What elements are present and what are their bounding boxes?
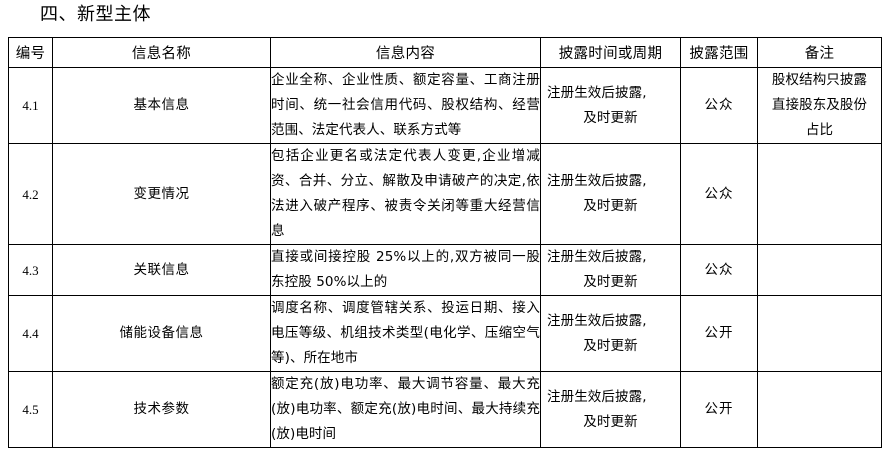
cell-id: 4.5	[8, 371, 53, 448]
column-header-time: 披露时间或周期	[540, 37, 681, 68]
table-row: 4.2 变更情况 包括企业更名或法定代表人变更,企业增减资、合并、分立、解散及申…	[8, 143, 882, 245]
cell-remark	[757, 244, 882, 296]
table-header-row: 编号 信息名称 信息内容 披露时间或周期 披露范围 备注	[8, 37, 882, 68]
cell-name: 技术参数	[52, 371, 271, 448]
cell-remark-line: 占比	[805, 122, 834, 138]
table-row: 4.5 技术参数 额定充(放)电功率、最大调节容量、最大充(放)电功率、额定充(…	[8, 371, 882, 448]
disclosure-table-container: 编号 信息名称 信息内容 披露时间或周期 披露范围 备注 4.1 基本信息 企业…	[8, 37, 882, 448]
table-header: 编号 信息名称 信息内容 披露时间或周期 披露范围 备注	[8, 37, 882, 68]
table-body: 4.1 基本信息 企业全称、企业性质、额定容量、工商注册时间、统一社会信用代码、…	[8, 67, 882, 448]
cell-time: 注册生效后披露, 及时更新	[540, 371, 681, 448]
cell-time-line2: 及时更新	[583, 274, 638, 290]
cell-time-line2: 及时更新	[583, 337, 638, 354]
disclosure-table: 编号 信息名称 信息内容 披露时间或周期 披露范围 备注 4.1 基本信息 企业…	[8, 37, 882, 448]
page-title: 四、新型主体	[40, 4, 151, 25]
cell-remark: 股权结构只披露 直接股东及股份 占比	[757, 67, 882, 144]
cell-time-line1: 注册生效后披露,	[547, 173, 647, 189]
table-row: 4.4 储能设备信息 调度名称、调度管辖关系、投运日期、接入电压等级、机组技术类…	[8, 295, 882, 372]
cell-time-line2: 及时更新	[583, 413, 638, 430]
cell-remark-line: 股权结构只披露	[771, 72, 868, 88]
cell-time: 注册生效后披露, 及时更新	[540, 244, 681, 296]
cell-time-line1: 注册生效后披露,	[547, 249, 647, 265]
cell-id: 4.3	[8, 244, 53, 296]
cell-time-line1: 注册生效后披露,	[547, 312, 647, 329]
cell-remark	[757, 143, 882, 245]
cell-name: 变更情况	[52, 143, 271, 245]
cell-id: 4.2	[8, 143, 53, 245]
table-row: 4.3 关联信息 直接或间接控股 25%以上的,双方被同一股东控股 50%以上的…	[8, 244, 882, 296]
cell-content: 企业全称、企业性质、额定容量、工商注册时间、统一社会信用代码、股权结构、经营范围…	[270, 67, 541, 144]
cell-remark	[757, 295, 882, 372]
cell-time-line1: 注册生效后披露,	[547, 388, 647, 405]
cell-time-line2: 及时更新	[583, 109, 638, 126]
cell-scope: 公开	[680, 371, 758, 448]
cell-scope: 公众	[680, 244, 758, 296]
column-header-scope: 披露范围	[680, 37, 758, 68]
cell-remark	[757, 371, 882, 448]
cell-time-line1: 注册生效后披露,	[547, 84, 647, 101]
cell-time: 注册生效后披露, 及时更新	[540, 67, 681, 144]
cell-content: 直接或间接控股 25%以上的,双方被同一股东控股 50%以上的	[270, 244, 541, 296]
column-header-remark: 备注	[757, 37, 882, 68]
cell-scope: 公开	[680, 295, 758, 372]
cell-content: 调度名称、调度管辖关系、投运日期、接入电压等级、机组技术类型(电化学、压缩空气等…	[270, 295, 541, 372]
cell-time: 注册生效后披露, 及时更新	[540, 143, 681, 245]
cell-time-line2: 及时更新	[583, 198, 638, 214]
cell-scope: 公众	[680, 143, 758, 245]
cell-content: 包括企业更名或法定代表人变更,企业增减资、合并、分立、解散及申请破产的决定,依法…	[270, 143, 541, 245]
cell-id: 4.4	[8, 295, 53, 372]
cell-remark-line: 直接股东及股份	[771, 97, 868, 113]
cell-name: 关联信息	[52, 244, 271, 296]
column-header-content: 信息内容	[270, 37, 541, 68]
cell-name: 基本信息	[52, 67, 271, 144]
cell-content: 额定充(放)电功率、最大调节容量、最大充(放)电功率、额定充(放)电时间、最大持…	[270, 371, 541, 448]
cell-time: 注册生效后披露, 及时更新	[540, 295, 681, 372]
cell-name: 储能设备信息	[52, 295, 271, 372]
column-header-id: 编号	[8, 37, 53, 68]
column-header-name: 信息名称	[52, 37, 271, 68]
table-row: 4.1 基本信息 企业全称、企业性质、额定容量、工商注册时间、统一社会信用代码、…	[8, 67, 882, 144]
cell-scope: 公众	[680, 67, 758, 144]
cell-id: 4.1	[8, 67, 53, 144]
